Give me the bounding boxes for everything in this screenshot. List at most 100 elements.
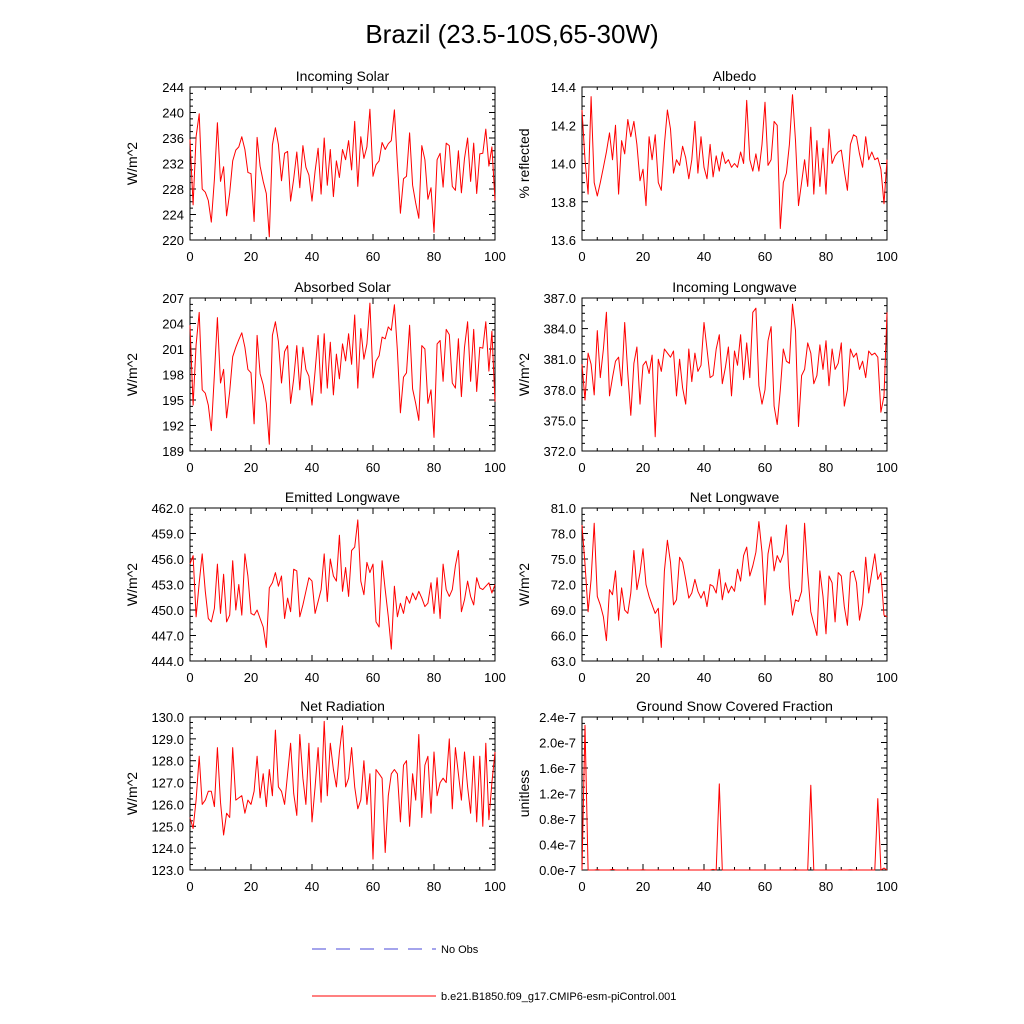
y-tick-label: 1.6e-7 xyxy=(539,761,576,776)
x-tick-label: 40 xyxy=(697,879,711,894)
panel-title: Absorbed Solar xyxy=(294,279,391,295)
y-tick-label: 244 xyxy=(162,80,184,95)
y-tick-label: 232 xyxy=(162,157,184,172)
y-tick-label: 13.8 xyxy=(551,195,576,210)
x-tick-label: 100 xyxy=(876,879,898,894)
y-tick-label: 72.0 xyxy=(551,578,576,593)
panel-1: Albedo % reflected 0 20 40 60 80 100 13.6 13.8 14.… xyxy=(516,68,898,264)
series-line-0 xyxy=(189,720,496,860)
y-tick-label: 224 xyxy=(162,208,184,223)
y-tick-label: 450.0 xyxy=(151,603,184,618)
series-line-0 xyxy=(189,108,496,238)
panel-5: Net Longwave W/m^2 0 20 40 60 80 100 63.0 66.0 69.… xyxy=(516,489,898,685)
panel-2: Absorbed Solar W/m^2 0 20 40 60 80 100 189 192 195… xyxy=(124,279,506,475)
legend: No Obs b.e21.B1850.f09_g17.CMIP6-esm-piC… xyxy=(312,944,676,1003)
y-tick-label: 459.0 xyxy=(151,527,184,542)
y-axis-label: unitless xyxy=(516,770,532,817)
x-tick-label: 100 xyxy=(484,670,506,685)
y-tick-label: 75.0 xyxy=(551,552,576,567)
x-tick-label: 80 xyxy=(427,249,441,264)
y-tick-label: 14.0 xyxy=(551,157,576,172)
x-tick-label: 80 xyxy=(427,670,441,685)
x-tick-label: 40 xyxy=(697,249,711,264)
x-tick-label: 60 xyxy=(366,879,380,894)
x-tick-label: 40 xyxy=(697,670,711,685)
panel-title: Net Radiation xyxy=(300,698,385,714)
y-tick-label: 462.0 xyxy=(151,501,184,516)
x-tick-label: 100 xyxy=(484,249,506,264)
y-tick-label: 387.0 xyxy=(543,291,576,306)
x-tick-label: 40 xyxy=(305,249,319,264)
y-tick-label: 13.6 xyxy=(551,233,576,248)
x-tick-label: 80 xyxy=(427,460,441,475)
y-tick-label: 14.4 xyxy=(551,80,576,95)
y-tick-label: 220 xyxy=(162,233,184,248)
x-tick-label: 40 xyxy=(305,670,319,685)
panel-title: Emitted Longwave xyxy=(285,489,400,505)
x-tick-label: 80 xyxy=(819,879,833,894)
legend-model-label: b.e21.B1850.f09_g17.CMIP6-esm-piControl.… xyxy=(441,991,676,1003)
x-tick-label: 60 xyxy=(758,249,772,264)
y-axis-label: W/m^2 xyxy=(124,772,140,815)
plot-frame xyxy=(189,86,496,241)
series-line-0 xyxy=(189,302,496,445)
y-tick-label: 0.0e-7 xyxy=(539,863,576,878)
y-tick-label: 125.0 xyxy=(151,819,184,834)
x-tick-label: 80 xyxy=(819,249,833,264)
y-tick-label: 375.0 xyxy=(543,413,576,428)
panel-title: Incoming Longwave xyxy=(672,279,797,295)
x-tick-label: 60 xyxy=(366,460,380,475)
y-tick-label: 127.0 xyxy=(151,776,184,791)
x-tick-label: 0 xyxy=(578,879,585,894)
y-tick-label: 207 xyxy=(162,291,184,306)
y-tick-label: 126.0 xyxy=(151,797,184,812)
x-tick-label: 0 xyxy=(578,670,585,685)
x-tick-label: 40 xyxy=(305,879,319,894)
y-tick-label: 384.0 xyxy=(543,322,576,337)
series-line-0 xyxy=(189,519,496,650)
y-tick-label: 195 xyxy=(162,393,184,408)
y-tick-label: 198 xyxy=(162,368,184,383)
series-line-0 xyxy=(581,303,888,438)
y-tick-label: 201 xyxy=(162,342,184,357)
x-tick-label: 80 xyxy=(819,670,833,685)
x-tick-label: 100 xyxy=(484,460,506,475)
y-tick-label: 128.0 xyxy=(151,754,184,769)
x-tick-label: 0 xyxy=(186,879,193,894)
x-tick-label: 20 xyxy=(244,460,258,475)
x-tick-label: 40 xyxy=(305,460,319,475)
y-axis-label: % reflected xyxy=(516,128,532,198)
y-tick-label: 0.8e-7 xyxy=(539,812,576,827)
y-tick-label: 63.0 xyxy=(551,654,576,669)
x-tick-label: 80 xyxy=(427,879,441,894)
x-tick-label: 0 xyxy=(578,249,585,264)
y-tick-label: 2.0e-7 xyxy=(539,736,576,751)
x-tick-label: 0 xyxy=(186,249,193,264)
y-tick-label: 378.0 xyxy=(543,383,576,398)
y-axis-label: W/m^2 xyxy=(124,142,140,185)
y-axis-label: W/m^2 xyxy=(516,353,532,396)
y-tick-label: 456.0 xyxy=(151,552,184,567)
y-tick-label: 130.0 xyxy=(151,710,184,725)
y-tick-label: 444.0 xyxy=(151,654,184,669)
y-tick-label: 14.2 xyxy=(551,118,576,133)
y-tick-label: 447.0 xyxy=(151,629,184,644)
panel-title: Incoming Solar xyxy=(296,68,390,84)
plot-frame xyxy=(581,716,888,871)
panel-0: Incoming Solar W/m^2 0 20 40 60 80 100 220 224 228… xyxy=(124,68,506,264)
x-tick-label: 60 xyxy=(366,249,380,264)
legend-obs-label: No Obs xyxy=(441,944,479,956)
plot-frame xyxy=(189,297,496,452)
y-axis-label: W/m^2 xyxy=(124,353,140,396)
x-tick-label: 60 xyxy=(758,670,772,685)
x-tick-label: 40 xyxy=(697,460,711,475)
x-tick-label: 0 xyxy=(186,670,193,685)
y-tick-label: 453.0 xyxy=(151,578,184,593)
figure-title: Brazil (23.5-10S,65-30W) xyxy=(365,19,658,49)
y-tick-label: 236 xyxy=(162,131,184,146)
x-tick-label: 20 xyxy=(636,879,650,894)
panel-7: Ground Snow Covered Fraction unitless 0 20 4… xyxy=(516,698,898,894)
x-tick-label: 100 xyxy=(876,670,898,685)
panel-3: Incoming Longwave W/m^2 0 20 40 60 80 100 372.0 3… xyxy=(516,279,898,475)
